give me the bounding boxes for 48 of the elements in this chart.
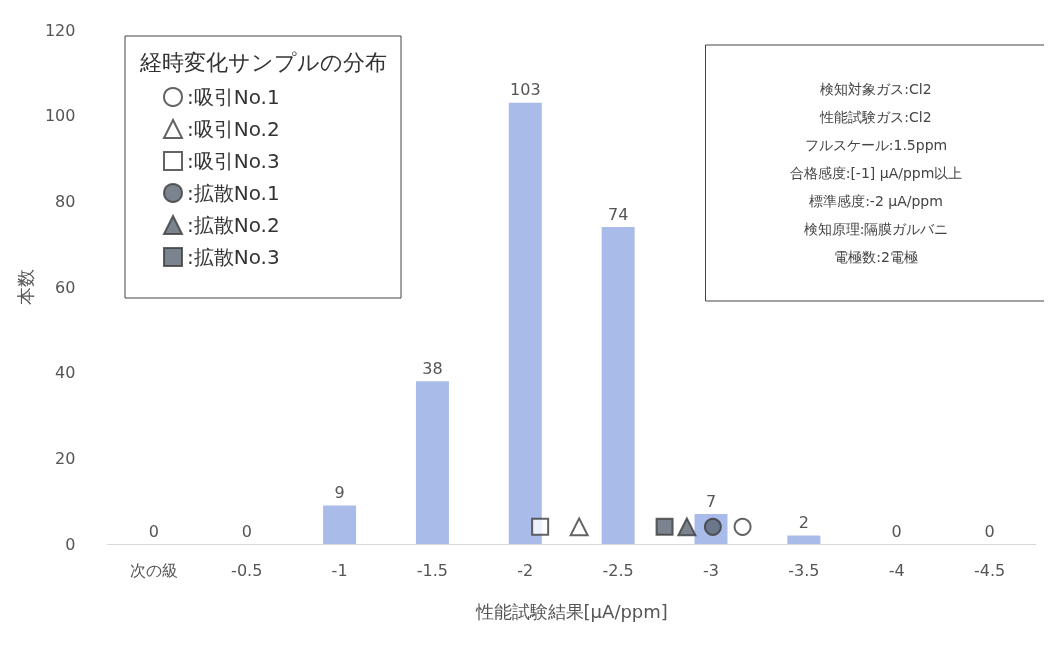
- y-tick-label: 100: [44, 106, 76, 126]
- data-label: 103: [510, 80, 541, 100]
- bar: [601, 227, 635, 544]
- x-axis-title: 性能試験結果[μA/ppm]: [474, 600, 668, 622]
- annotation: 検知原理:隔膜ガルバニ: [803, 221, 949, 237]
- data-label: 7: [705, 491, 717, 511]
- bar: [415, 381, 449, 544]
- data-label: 74: [607, 204, 629, 224]
- annotation: フルスケール:1.5ppm: [804, 137, 948, 153]
- legend-label: :吸引No.2: [187, 117, 280, 141]
- data-label: 0: [891, 521, 902, 541]
- x-tick-label: -3.5: [788, 560, 820, 580]
- x-tick-label: -1: [331, 560, 348, 580]
- bar: [323, 505, 357, 544]
- x-tick-label: -4.5: [973, 560, 1006, 580]
- y-tick-label: 60: [55, 277, 76, 297]
- bar: [508, 102, 542, 544]
- data-label: 2: [798, 512, 809, 532]
- legend-label: :拡散No.2: [187, 213, 280, 237]
- legend-label: :吸引No.1: [187, 85, 280, 109]
- y-tick-label: 120: [44, 20, 76, 40]
- annotation: 電極数:2電極: [834, 249, 918, 265]
- data-label: 0: [984, 521, 995, 541]
- legend-title: 経時変化サンプルの分布: [138, 49, 387, 75]
- legend-label: :拡散No.3: [187, 245, 280, 269]
- data-label: 9: [334, 482, 345, 502]
- annotation: 合格感度:[-1] μA/ppm以上: [789, 165, 963, 181]
- y-tick-label: 40: [55, 363, 76, 383]
- bar: [787, 535, 821, 544]
- y-axis-title: 本数: [14, 269, 36, 305]
- x-tick-label: -0.5: [231, 560, 263, 580]
- x-tick-label: -3: [703, 560, 719, 580]
- y-tick-label: 80: [55, 191, 76, 211]
- data-label: 38: [422, 358, 443, 378]
- legend-label: :吸引No.3: [187, 149, 280, 173]
- y-tick-label: 0: [65, 534, 76, 554]
- x-tick-label: -2.5: [602, 560, 634, 580]
- x-tick-label: -2: [517, 560, 534, 580]
- x-tick-label: 次の級: [129, 560, 178, 580]
- annotation: 検知対象ガス:Cl2: [820, 81, 932, 97]
- annotation: 性能試験ガス:Cl2: [819, 109, 932, 125]
- annotation: 標準感度:-2 μA/ppm: [809, 193, 943, 209]
- data-label: 0: [241, 521, 252, 541]
- legend-label: :拡散No.1: [187, 181, 280, 205]
- x-tick-label: -1.5: [416, 560, 449, 580]
- y-tick-label: 20: [55, 448, 76, 468]
- data-label: 0: [148, 521, 159, 541]
- x-tick-label: -4: [888, 560, 905, 580]
